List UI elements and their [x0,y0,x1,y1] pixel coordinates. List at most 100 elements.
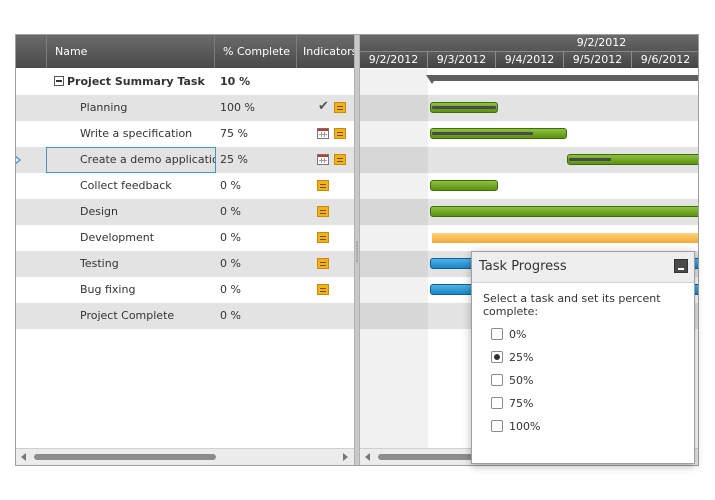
task-name-cell: Testing [80,257,119,270]
weekend-shading [360,303,428,329]
column-header-name[interactable]: Name [47,35,215,68]
note-icon[interactable] [317,232,329,243]
task-name-cell: Project Complete [80,309,175,322]
table-row[interactable]: Development 0 % [16,225,354,251]
indicators-cell: ✔ [300,95,352,121]
task-name-cell: Design [80,205,118,218]
option-label: 100% [509,420,541,433]
task-name: Project Summary Task [67,75,205,88]
percent-complete-cell: 0 % [220,179,241,192]
timeline-row [360,95,698,121]
percent-complete-cell: 0 % [220,309,241,322]
summary-task-bar[interactable] [430,75,698,81]
day-label: 9/5/2012 [564,52,632,68]
scrollbar-thumb[interactable] [34,454,216,460]
checkmark-icon: ✔ [318,99,329,114]
task-bar-planning[interactable] [430,102,498,113]
timeline-week-header: 9/2/2012 [360,35,698,52]
task-bar-development[interactable] [432,233,698,243]
task-bar-design[interactable] [430,206,698,217]
collapse-icon[interactable] [54,76,64,86]
day-label: 9/3/2012 [428,52,496,68]
timeline-day-header: 9/2/2012 9/3/2012 9/4/2012 9/5/2012 9/6/… [360,52,698,68]
table-row[interactable]: Bug fixing 0 % [16,277,354,303]
note-icon[interactable] [334,102,346,113]
timeline-row [360,225,698,251]
note-icon[interactable] [317,258,329,269]
radio-button[interactable] [491,374,503,386]
percent-complete-cell: 0 % [220,283,241,296]
note-icon[interactable] [334,154,346,165]
percent-complete-cell: 25 % [220,153,248,166]
radio-button-checked[interactable] [491,351,503,363]
progress-bar [569,158,611,161]
task-name-cell: Development [80,231,155,244]
percent-complete-cell: 75 % [220,127,248,140]
grid-rows: Project Summary Task 10 % Planning 100 %… [16,69,354,329]
timeline-row [360,121,698,147]
grid-header: Name % Complete Indicators [16,35,354,68]
task-name-cell: Planning [80,101,128,114]
column-header-indicators[interactable]: Indicators [303,45,354,58]
day-label: 9/4/2012 [496,52,564,68]
splitter-grip-icon[interactable] [356,241,358,263]
progress-bar [432,132,533,135]
calendar-icon[interactable] [317,128,329,139]
timeline-row [360,199,698,225]
indicators-cell [300,147,352,173]
option-label: 75% [509,397,534,410]
grid-timeline-splitter[interactable] [354,35,360,465]
selected-cell-border [46,147,216,173]
indicators-cell [300,225,352,251]
dialog-title: Task Progress [479,259,567,274]
scrollbar-thumb[interactable] [378,454,478,460]
percent-complete-cell: 0 % [220,231,241,244]
note-icon[interactable] [317,284,329,295]
indicators-cell [300,277,352,303]
radio-button[interactable] [491,397,503,409]
row-selector-header [16,35,47,68]
radio-button[interactable] [491,420,503,432]
task-bar-specification[interactable] [430,128,567,139]
note-icon[interactable] [317,180,329,191]
day-label: 9/6/2012 [632,52,698,68]
grid-horizontal-scrollbar[interactable] [16,448,354,465]
percent-complete-cell: 10 % [220,75,251,88]
timeline-row [360,147,698,173]
calendar-icon[interactable] [317,154,329,165]
column-header-percent-complete[interactable]: % Complete [215,35,297,68]
indicators-cell [300,199,352,225]
weekend-shading [360,199,428,225]
table-row[interactable]: Planning 100 % ✔ [16,95,354,121]
task-bar-collect-feedback[interactable] [430,180,498,191]
table-row[interactable]: Write a specification 75 % [16,121,354,147]
scroll-left-arrow-icon[interactable] [21,453,26,461]
task-name-cell[interactable]: Create a demo application [80,153,215,166]
dialog-title-bar[interactable]: Task Progress [472,252,694,283]
current-row-indicator-icon [16,155,21,165]
task-name-cell: Collect feedback [80,179,172,192]
scroll-left-arrow-icon[interactable] [365,453,370,461]
table-row-selected[interactable]: Create a demo application 25 % [16,147,354,173]
task-grid: Name % Complete Indicators Project Summa… [16,35,354,465]
radio-button[interactable] [491,328,503,340]
percent-complete-cell: 100 % [220,101,255,114]
table-row[interactable]: Testing 0 % [16,251,354,277]
percent-complete-cell: 0 % [220,257,241,270]
table-row[interactable]: Design 0 % [16,199,354,225]
scroll-right-arrow-icon[interactable] [343,453,348,461]
table-row[interactable]: Project Complete 0 % [16,303,354,329]
option-label: 25% [509,351,534,364]
note-icon[interactable] [334,128,346,139]
note-icon[interactable] [317,206,329,217]
task-bar-demo-application[interactable] [567,154,698,165]
task-name-cell: Write a specification [80,127,193,140]
table-row[interactable]: Project Summary Task 10 % [16,69,354,95]
option-label: 0% [509,328,527,341]
indicators-cell [300,173,352,199]
indicators-cell [300,121,352,147]
task-name-cell: Bug fixing [80,283,136,296]
day-label: 9/2/2012 [360,52,428,68]
table-row[interactable]: Collect feedback 0 % [16,173,354,199]
minimize-icon[interactable] [674,259,688,273]
